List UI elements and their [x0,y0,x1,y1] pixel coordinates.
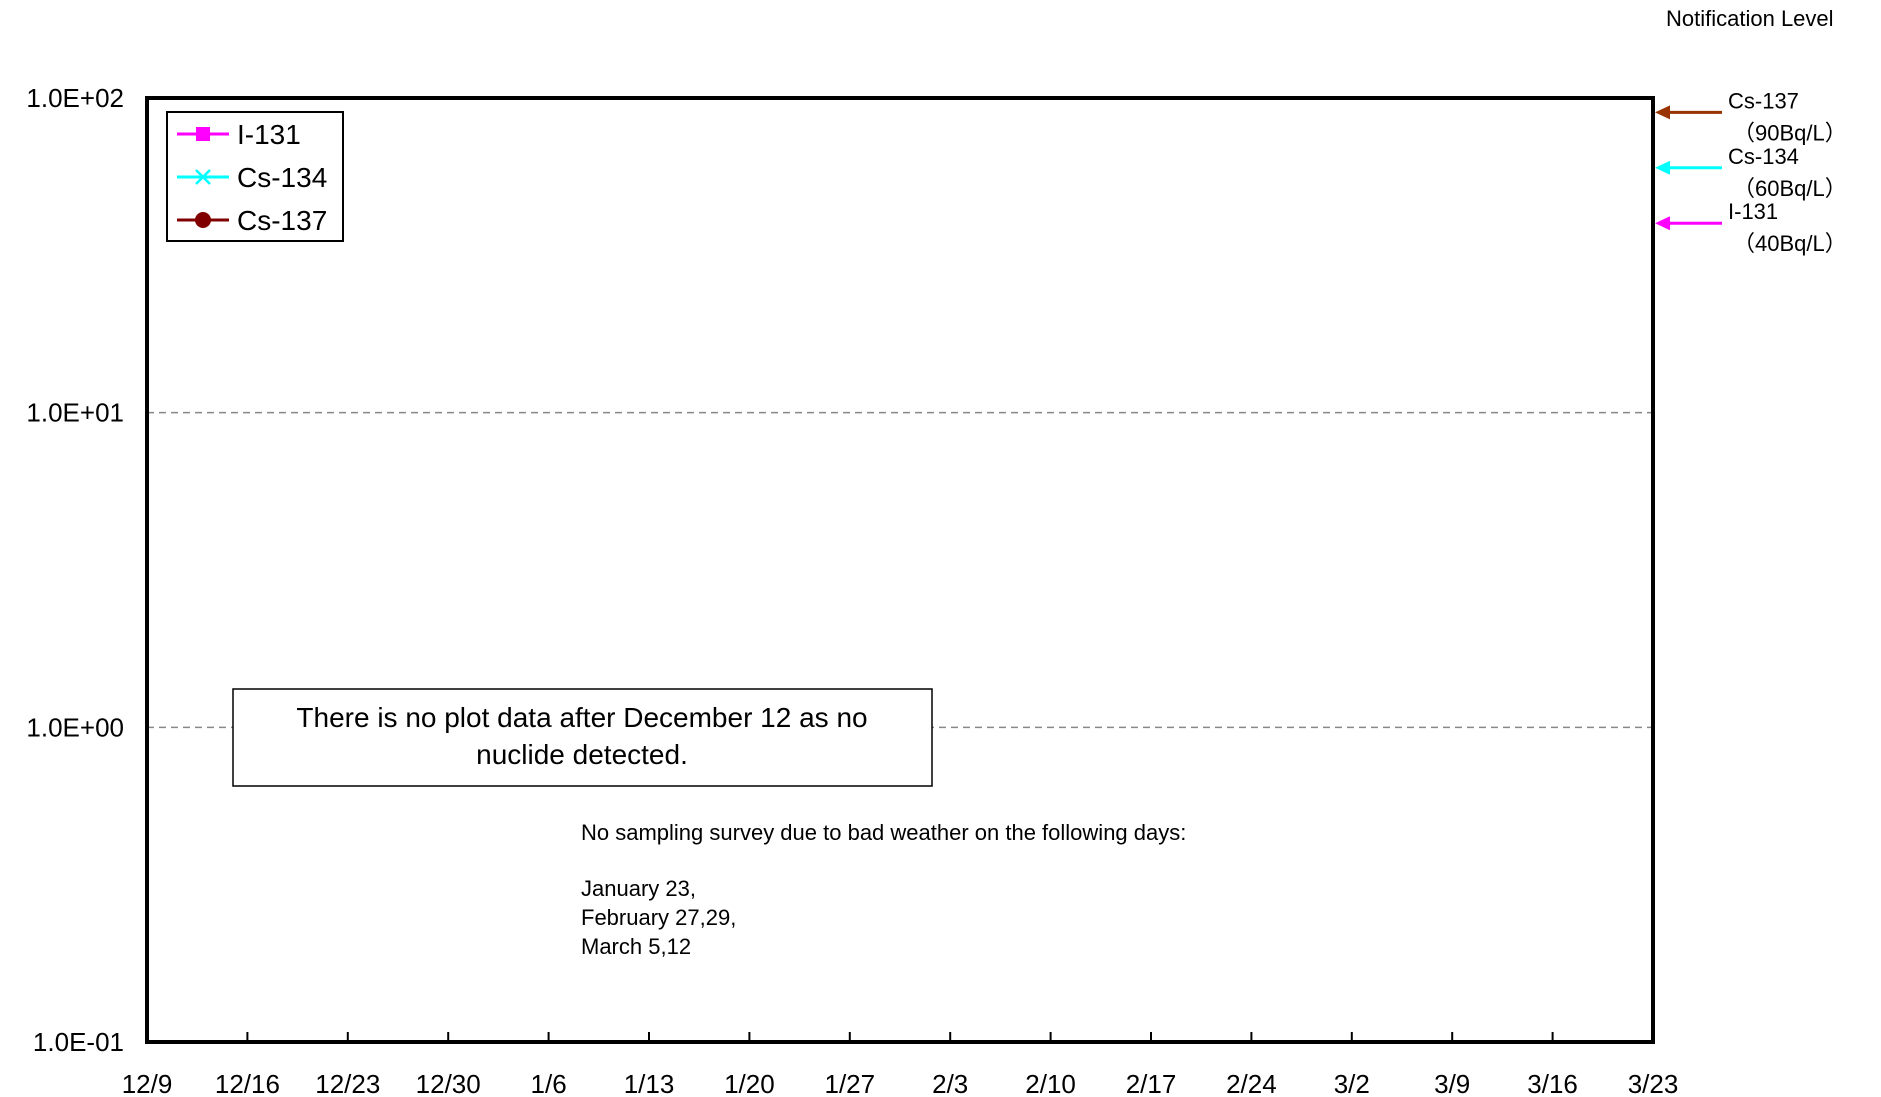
legend: I-131 Cs-134 Cs-137 [166,111,344,242]
legend-cs134-label: Cs-134 [237,162,327,193]
x-tick-label: 12/30 [416,1069,481,1097]
plot-area-frame [145,96,1655,1044]
notification-arrowhead-i131 [1655,216,1670,231]
notification-level-i131: I-131 （40Bq/L） [1655,199,1847,256]
x-tick-label: 2/10 [1025,1069,1076,1097]
notification-nuclide-label: Cs-137 [1728,88,1799,113]
weather-note: No sampling survey due to bad weather on… [581,820,1186,959]
y-tick-label: 1.0E+02 [26,83,124,113]
notification-level-cs134: Cs-134 （60Bq/L） [1655,144,1847,201]
notification-value-label: （90Bq/L） [1733,120,1847,145]
x-tick-label: 12/23 [315,1069,380,1097]
legend-item-i131: I-131 [177,119,301,150]
legend-cs137-circle-marker [195,212,211,228]
notification-value-label: （40Bq/L） [1733,231,1847,256]
weather-note-date-3: March 5,12 [581,934,691,959]
weather-note-date-2: February 27,29, [581,905,736,930]
x-tick-label: 1/20 [724,1069,775,1097]
notification-nuclide-label: I-131 [1728,199,1778,224]
legend-i131-square-marker [196,127,210,141]
no-data-box [232,688,933,787]
legend-i131-label: I-131 [237,119,301,150]
legend-item-cs134: Cs-134 [177,162,327,193]
x-tick-label: 1/13 [624,1069,675,1097]
x-tick-label: 12/9 [122,1069,173,1097]
no-data-line-2: nuclide detected. [476,739,688,770]
no-data-annotation: There is no plot data after December 12 … [232,688,933,787]
notification-level-cs137: Cs-137 （90Bq/L） [1655,88,1847,145]
x-tick-label: 12/16 [215,1069,280,1097]
notification-value-label: （60Bq/L） [1733,176,1847,201]
x-tick-label: 2/17 [1126,1069,1177,1097]
x-tick-label: 1/27 [824,1069,875,1097]
x-tick-label: 3/16 [1527,1069,1578,1097]
x-tick-label: 3/2 [1334,1069,1370,1097]
x-tick-label: 2/3 [932,1069,968,1097]
weather-note-heading: No sampling survey due to bad weather on… [581,820,1186,845]
notification-arrowhead-cs134 [1655,160,1670,175]
x-tick-label: 3/9 [1434,1069,1470,1097]
notification-level-panel: Notification Level Cs-137 （90Bq/L）Cs-134 （… [1655,6,1847,256]
y-tick-label: 1.0E+01 [26,398,124,428]
x-tick-label: 1/6 [531,1069,567,1097]
notification-level-heading: Notification Level [1666,6,1834,31]
weather-note-date-1: January 23, [581,876,696,901]
y-tick-label: 1.0E+00 [26,712,124,742]
notification-arrowhead-cs137 [1655,105,1670,120]
legend-item-cs137: Cs-137 [177,205,327,236]
y-tick-label: 1.0E-01 [33,1027,124,1057]
legend-cs134-x-marker [195,169,211,185]
legend-cs137-label: Cs-137 [237,205,327,236]
notification-nuclide-label: Cs-134 [1728,144,1799,169]
x-tick-label: 3/23 [1628,1069,1679,1097]
x-tick-label: 2/24 [1226,1069,1277,1097]
no-data-line-1: There is no plot data after December 12 … [296,702,867,733]
